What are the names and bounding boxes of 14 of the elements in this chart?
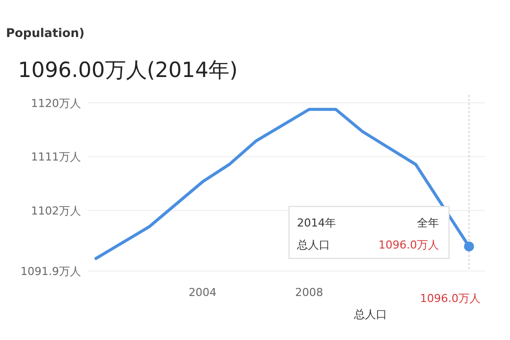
y-tick-label: 1091.9万人 — [20, 265, 81, 278]
chart-title: 1096.00万人(2014年) — [18, 58, 238, 82]
chart-subtitle: Population) — [6, 26, 85, 40]
annotation: 全年 — [417, 216, 440, 230]
text: 1096.0万人 — [420, 292, 480, 305]
y-tick-label: 1120万人 — [31, 96, 81, 110]
x-tick-label: 2004 — [188, 286, 217, 299]
annotation: 2014年 — [297, 216, 336, 230]
y-tick-label: 1111万人 — [31, 150, 81, 164]
annotation: 总人口 — [296, 238, 330, 252]
x-tick-label: 2008 — [295, 286, 324, 299]
text: 总人口 — [353, 308, 387, 321]
y-tick-label: 1102万人 — [31, 204, 81, 218]
annotation: 1096.0万人 — [378, 238, 440, 252]
